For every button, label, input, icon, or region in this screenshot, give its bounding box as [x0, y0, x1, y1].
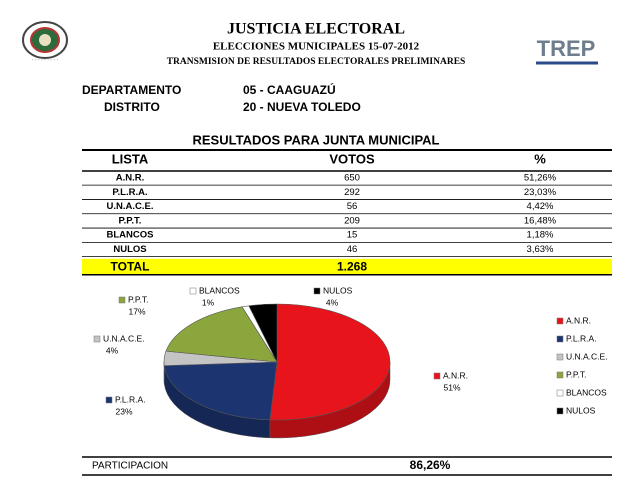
column-header: % [534, 151, 546, 166]
table-title: RESULTADOS PARA JUNTA MUNICIPAL [193, 132, 440, 147]
legend-label: U.N.A.C.E. [566, 351, 608, 361]
slice-label: BLANCOS [199, 285, 240, 295]
legend-swatch [556, 353, 564, 361]
total-row [82, 258, 612, 275]
legend-label: NULOS [566, 405, 596, 415]
cell: BLANCOS [107, 230, 154, 241]
cell: 4,42% [527, 201, 554, 212]
title: JUSTICIA ELECTORAL [227, 21, 405, 38]
cell: P.L.R.A. [112, 187, 147, 198]
pie-chart: A.N.R. 51% A.N.R. P.L.R.A. 23% P.L.R.A. U.N.A.… [93, 285, 608, 439]
slice-value: 17% [128, 306, 145, 316]
subtitle: TRANSMISION DE RESULTADOS ELECTORALES PR… [167, 57, 466, 67]
value: 20 - NUEVA TOLEDO [243, 100, 361, 114]
cell: 3,63% [527, 244, 554, 255]
cell: 51,26% [524, 173, 557, 184]
legend-swatch [556, 371, 564, 379]
subtitle: ELECCIONES MUNICIPALES 15-07-2012 [213, 41, 420, 53]
label-swatch [313, 287, 321, 295]
legend-swatch [556, 335, 564, 343]
slice-value: 1% [202, 297, 215, 307]
legend-swatch [556, 389, 564, 397]
label-swatch [93, 335, 101, 343]
label: DISTRITO [104, 100, 160, 114]
slice-label: P.L.R.A. [115, 394, 146, 404]
legend-swatch [556, 317, 564, 325]
cell: 209 [344, 215, 360, 226]
cell: 292 [344, 187, 360, 198]
label-swatch [433, 372, 441, 380]
participation-value: 86,26% [410, 458, 451, 472]
cell: 650 [344, 173, 360, 184]
label-swatch [105, 396, 113, 404]
label-swatch [118, 296, 126, 304]
cell: A.N.R. [116, 173, 145, 184]
legend-swatch [556, 407, 564, 415]
legend-label: P.P.T. [566, 369, 586, 379]
slice-label: NULOS [323, 285, 353, 295]
cell: 16,48% [524, 215, 557, 226]
column-header: VOTOS [329, 151, 375, 166]
cell: 15 [347, 230, 358, 241]
slice-label: U.N.A.C.E. [103, 333, 145, 343]
cell: 46 [347, 244, 358, 255]
label: DEPARTAMENTO [82, 83, 181, 97]
slice-label: A.N.R. [443, 370, 468, 380]
cell: P.P.T. [119, 215, 142, 226]
column-header: LISTA [112, 151, 149, 166]
legend-label: A.N.R. [566, 315, 591, 325]
slice-value: 23% [115, 406, 132, 416]
label-swatch [189, 287, 197, 295]
legend-label: BLANCOS [566, 387, 607, 397]
trep-logo: TREP [537, 36, 596, 61]
seal-logo: · · · · · · · · · [22, 21, 68, 63]
legend-label: P.L.R.A. [566, 333, 597, 343]
value: 05 - CAAGUAZÚ [243, 82, 336, 97]
cell: NULOS [113, 244, 146, 255]
total-votos: 1.268 [337, 259, 367, 273]
pie-slice [269, 303, 391, 421]
total-label: TOTAL [111, 259, 150, 273]
results-table: LISTA VOTOS % A.N.R. 650 51,26% P.L.R.A. 292 23,… [82, 149, 612, 276]
cell: 23,03% [524, 187, 557, 198]
participation-label: PARTICIPACION [92, 461, 168, 472]
pie-slice [165, 306, 278, 363]
slice-value: 4% [106, 345, 119, 355]
pie-slice [163, 361, 278, 421]
svg-text:· · · · · · · · ·: · · · · · · · · · [32, 57, 58, 63]
slice-label: P.P.T. [128, 294, 148, 304]
slice-value: 4% [326, 297, 339, 307]
cell: U.N.A.C.E. [107, 201, 154, 212]
slice-value: 51% [443, 382, 460, 392]
cell: 1,18% [527, 230, 554, 241]
pie-slice [248, 303, 278, 363]
cell: 56 [347, 201, 358, 212]
